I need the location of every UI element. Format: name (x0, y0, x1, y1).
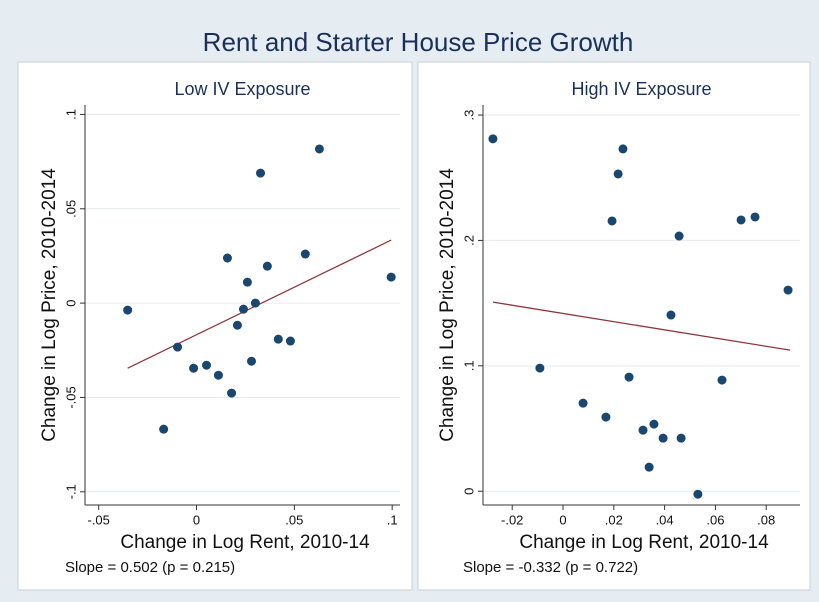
point (314, 144, 324, 154)
point (578, 398, 588, 408)
point (159, 424, 169, 434)
point (750, 212, 760, 222)
point (202, 360, 211, 370)
panel-title: High IV Exposure (571, 79, 711, 99)
point (300, 249, 310, 259)
point (247, 356, 256, 366)
slope-note: Slope = 0.502 (p = 0.215) (65, 559, 235, 576)
point (256, 168, 265, 178)
y-axis-title: Change in Log Price, 2010-2014 (39, 168, 60, 442)
x-tick-label: .05 (285, 512, 303, 527)
fit-line (492, 301, 791, 351)
x-tick-label: .06 (706, 512, 724, 527)
x-tick-label: -.02 (501, 512, 523, 527)
point (242, 277, 252, 287)
x-tick-label: 0 (559, 512, 566, 527)
point (232, 320, 242, 330)
y-tick-label: .1 (63, 109, 78, 120)
point (613, 169, 623, 179)
point (173, 342, 183, 352)
point (222, 253, 232, 263)
x-axis-title: Change in Log Rent, 2010-14 (120, 532, 370, 553)
chart-title: Rent and Starter House Price Growth (203, 27, 634, 57)
y-tick-label: 0 (63, 299, 78, 306)
slope-note: Slope = -0.332 (p = 0.722) (463, 559, 638, 576)
x-tick-label: -.05 (87, 512, 109, 527)
point (638, 425, 648, 435)
point (488, 134, 498, 144)
x-tick-label: .02 (605, 512, 623, 527)
point (601, 412, 611, 422)
y-tick-label: -.05 (63, 386, 78, 408)
point (189, 363, 199, 373)
point (250, 298, 260, 308)
point (535, 363, 545, 373)
point (783, 285, 793, 295)
point (736, 215, 746, 225)
y-tick-label: 0 (461, 488, 476, 495)
point (285, 336, 295, 346)
point (644, 462, 654, 472)
y-tick-label: -.1 (63, 484, 78, 499)
point (693, 489, 703, 499)
point (262, 261, 272, 271)
point (618, 144, 628, 154)
point (273, 334, 283, 344)
y-tick-label: .3 (461, 110, 476, 121)
point (386, 272, 396, 282)
point (624, 372, 634, 382)
point (607, 216, 617, 226)
y-axis-title: Change in Log Price, 2010-2014 (437, 168, 458, 442)
point (676, 433, 686, 443)
y-tick-label: .05 (63, 200, 78, 218)
panel-title: Low IV Exposure (174, 79, 310, 99)
point (658, 433, 668, 443)
x-tick-label: .1 (387, 512, 398, 527)
point (213, 370, 223, 380)
x-tick-label: .08 (757, 512, 775, 527)
point (649, 419, 659, 429)
y-tick-label: .2 (461, 235, 476, 246)
point (227, 388, 237, 398)
x-tick-label: 0 (193, 512, 200, 527)
point (123, 305, 133, 315)
point (674, 231, 684, 241)
x-tick-label: .04 (656, 512, 674, 527)
point (238, 304, 248, 314)
point (717, 375, 727, 385)
point (666, 310, 676, 320)
y-tick-label: .1 (461, 360, 476, 371)
panel (417, 61, 811, 591)
x-axis-title: Change in Log Rent, 2010-14 (519, 532, 769, 553)
